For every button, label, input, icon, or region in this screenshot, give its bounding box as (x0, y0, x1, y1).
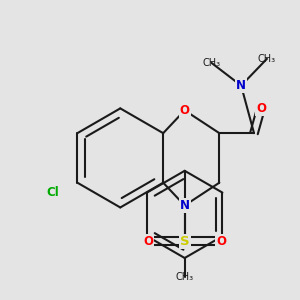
Text: S: S (180, 235, 190, 248)
Text: CH₃: CH₃ (176, 272, 194, 282)
Text: N: N (236, 79, 246, 92)
Text: N: N (180, 199, 190, 212)
Text: O: O (180, 104, 190, 117)
Text: O: O (143, 235, 153, 248)
Text: O: O (256, 102, 266, 115)
Text: CH₃: CH₃ (202, 58, 220, 68)
Text: O: O (216, 235, 226, 248)
Text: Cl: Cl (46, 186, 59, 199)
Text: CH₃: CH₃ (258, 54, 276, 64)
